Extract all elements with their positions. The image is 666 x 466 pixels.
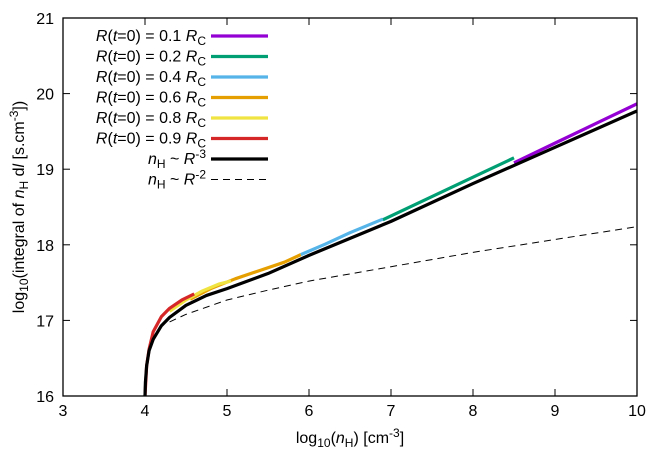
series-line-1	[382, 156, 515, 222]
axis-ticks: 3 4 5 6 7 8 9 10 16 17 18 19 20 21	[36, 11, 646, 420]
legend-label-1: R(t=0) = 0.2 RC	[96, 49, 206, 69]
legend-label-2: R(t=0) = 0.4 RC	[96, 69, 206, 89]
x-tick-label: 8	[469, 403, 478, 420]
x-tick-label: 9	[551, 403, 560, 420]
y-tick-label: 19	[36, 162, 54, 179]
series-line-0	[513, 102, 638, 165]
series-line-3	[189, 253, 302, 301]
legend-label-4: R(t=0) = 0.8 RC	[96, 110, 206, 130]
x-tick-label: 4	[141, 403, 150, 420]
x-axis-label: log10(nH) [cm-3]	[296, 426, 404, 450]
x-tick-label: 5	[223, 403, 232, 420]
x-tick-label: 3	[59, 403, 68, 420]
series-line-6	[143, 109, 638, 397]
y-axis-label: log10(integral of nH dl [s.cm-3])	[7, 101, 31, 313]
y-tick-label: 17	[36, 313, 54, 330]
plot-frame	[62, 17, 638, 397]
y-tick-label: 21	[36, 11, 54, 28]
legend-label-7: nH ~ R-2	[148, 168, 206, 192]
legend-label-5: R(t=0) = 0.9 RC	[96, 131, 206, 151]
plot-area	[143, 102, 638, 397]
series-line-7	[169, 226, 638, 323]
y-tick-label: 20	[36, 87, 54, 104]
x-tick-label: 7	[387, 403, 396, 420]
x-tick-label: 6	[305, 403, 314, 420]
series-line-2	[300, 217, 384, 257]
y-tick-label: 18	[36, 238, 54, 255]
legend-label-3: R(t=0) = 0.6 RC	[96, 90, 206, 110]
x-tick-label: 10	[628, 403, 646, 420]
y-tick-label: 16	[36, 389, 54, 406]
legend-label-0: R(t=0) = 0.1 RC	[96, 28, 206, 48]
legend: R(t=0) = 0.1 RCR(t=0) = 0.2 RCR(t=0) = 0…	[96, 28, 268, 192]
series-line-4	[168, 279, 232, 313]
legend-label-6: nH ~ R-3	[148, 147, 206, 171]
